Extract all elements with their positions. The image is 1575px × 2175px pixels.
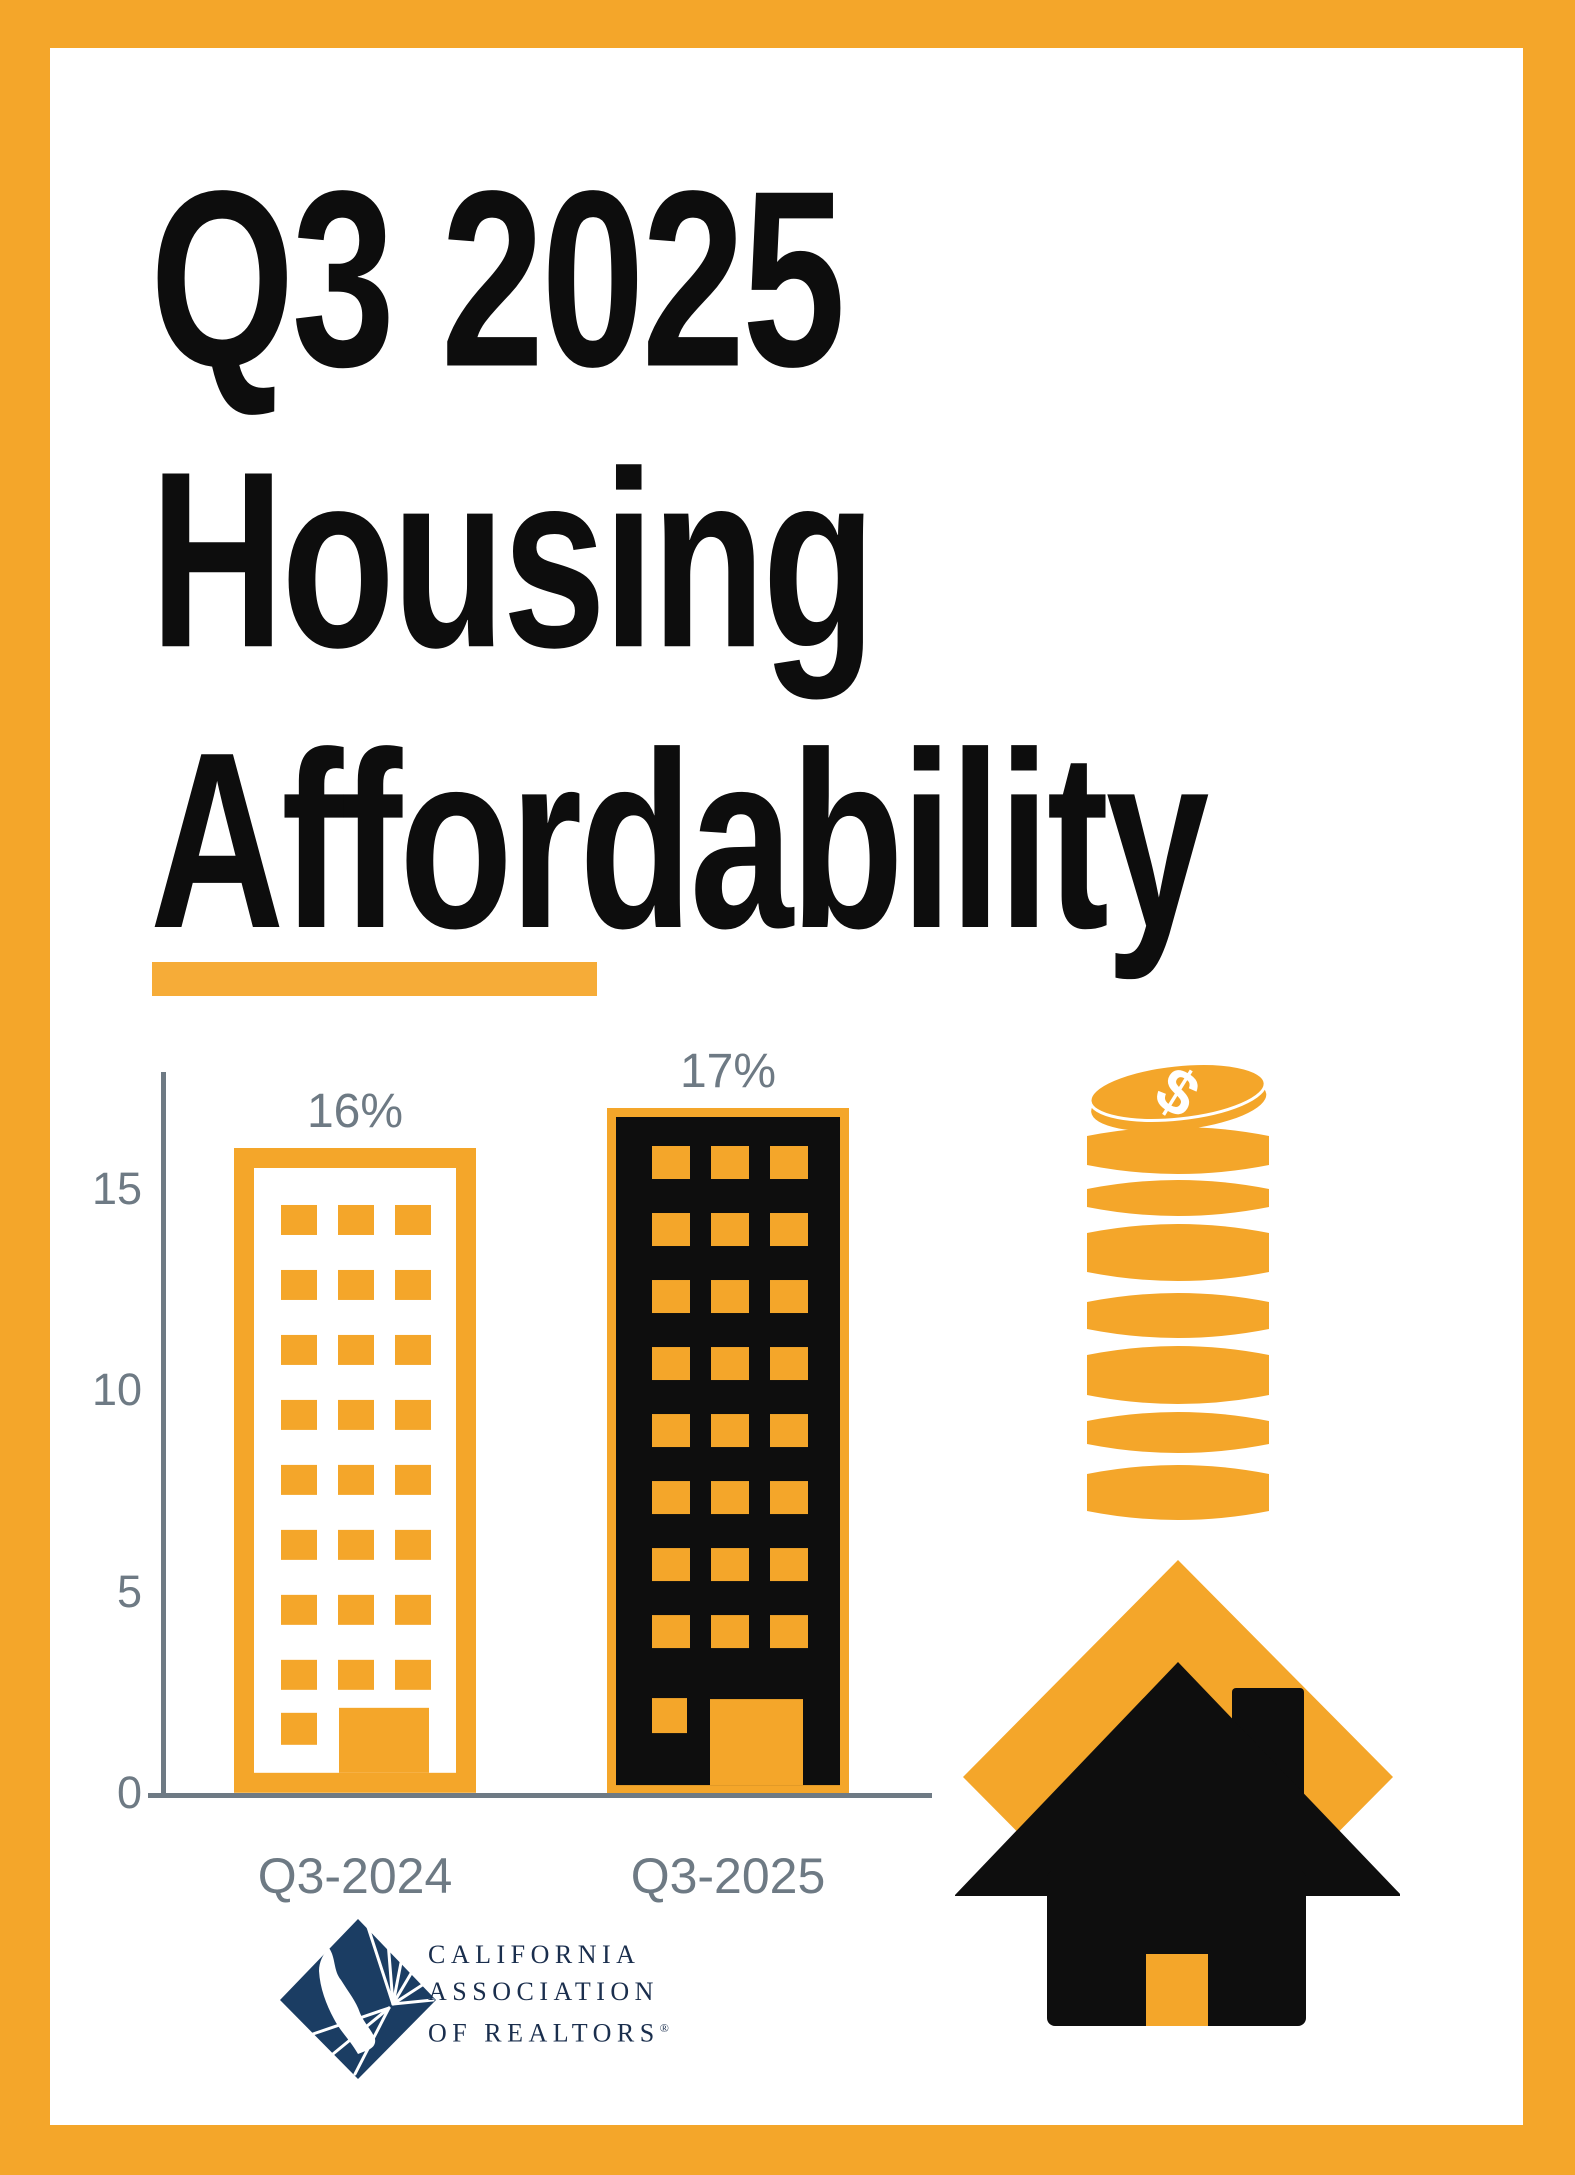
title-line-1: Q3 2025 [150, 140, 846, 420]
bar-building-q3-2024 [234, 1148, 476, 1793]
x-label-q3-2025: Q3-2025 [630, 1848, 826, 1904]
car-logo-wordmark: CALIFORNIA ASSOCIATION OF REALTORS® [428, 1936, 848, 2052]
y-tick-10: 10 [91, 1364, 142, 1415]
y-tick-15: 15 [91, 1162, 142, 1214]
house-door [1146, 1954, 1208, 2026]
y-tick-0: 0 [116, 1767, 142, 1818]
page-title: Q3 2025 Housing Affordability [150, 140, 1209, 982]
registered-mark: ® [659, 2021, 669, 2035]
bar-value-label-q3-2025: 17% [679, 1044, 777, 1098]
logo-line-2: ASSOCIATION [428, 1977, 659, 2006]
coin-stack-icon: $ [1087, 1056, 1269, 1520]
car-logo-icon [280, 1919, 436, 2079]
x-axis-line [148, 1793, 932, 1798]
logo-line-1: CALIFORNIA [428, 1940, 641, 1969]
house-icon [955, 1560, 1400, 2026]
building-solid-icon [607, 1107, 849, 1793]
title-underline-bar [152, 962, 597, 996]
logo-line-3: OF REALTORS® [428, 2018, 669, 2048]
title-line-2: Housing [150, 420, 876, 701]
y-tick-5: 5 [116, 1565, 142, 1617]
x-label-q3-2024: Q3-2024 [257, 1848, 453, 1904]
bar-building-q3-2025 [607, 1107, 849, 1793]
y-axis-line [161, 1072, 166, 1796]
bar-value-label-q3-2024: 16% [306, 1085, 404, 1139]
building-outline-icon [234, 1148, 476, 1793]
title-line-3: Affordability [150, 701, 1209, 982]
